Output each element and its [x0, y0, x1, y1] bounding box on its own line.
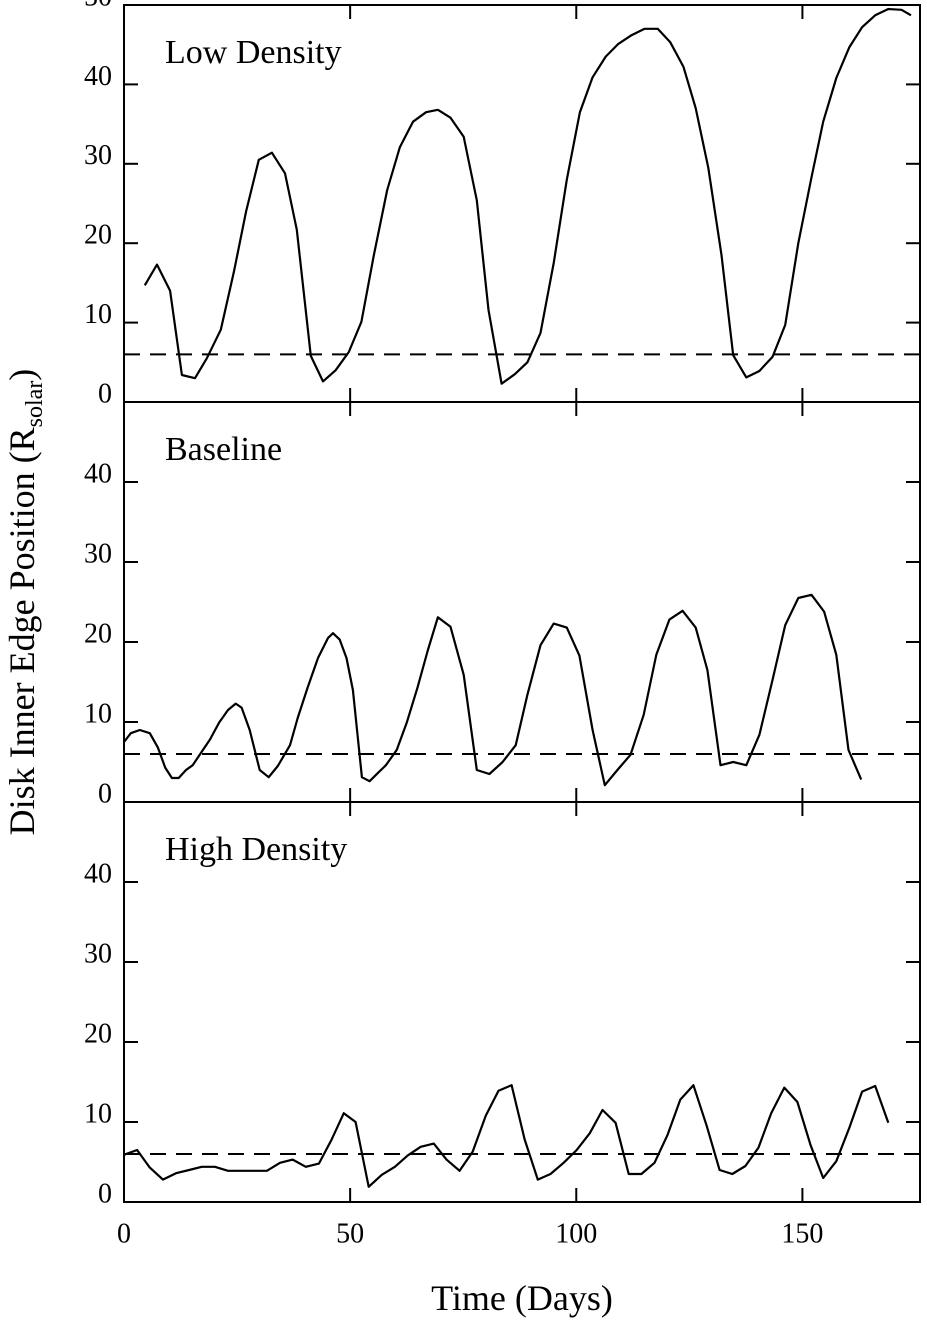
y-tick-label: 0 [98, 1178, 112, 1209]
y-label-sub: solar [22, 381, 48, 428]
x-axis-label: Time (Days) [431, 1278, 613, 1318]
y-tick-label: 40 [84, 858, 112, 889]
data-line [123, 1084, 890, 1188]
y-tick-label: 30 [84, 140, 112, 171]
x-tick-label: 50 [336, 1218, 364, 1249]
plot-frame [123, 801, 921, 1203]
y-tick-label: 10 [84, 299, 112, 330]
x-tick-label: 0 [117, 1218, 131, 1249]
y-tick-label: 0 [98, 378, 112, 409]
y-tick-label: 30 [84, 538, 112, 569]
panel-title: High Density [165, 831, 347, 868]
y-label-end: ) [2, 369, 42, 381]
y-tick-label: 30 [84, 938, 112, 969]
panel-title: Baseline [165, 431, 282, 468]
y-tick-label: 10 [84, 698, 112, 729]
data-line [123, 593, 863, 787]
y-tick-label: 20 [84, 1018, 112, 1049]
y-tick-label: 10 [84, 1098, 112, 1129]
data-line [143, 7, 912, 385]
x-tick-label: 150 [781, 1218, 823, 1249]
y-label-text: Disk Inner Edge Position (R [2, 427, 42, 835]
y-axis-label: Disk Inner Edge Position (Rsolar) [2, 369, 48, 836]
y-tick-label: 0 [98, 778, 112, 809]
y-tick-label: 40 [84, 458, 112, 489]
y-tick-label: 20 [84, 618, 112, 649]
panel-title: Low Density [165, 34, 342, 71]
x-tick-label: 100 [555, 1218, 597, 1249]
y-tick-label: 20 [84, 220, 112, 251]
y-tick-label: 50 [84, 0, 112, 12]
y-tick-label: 40 [84, 61, 112, 92]
